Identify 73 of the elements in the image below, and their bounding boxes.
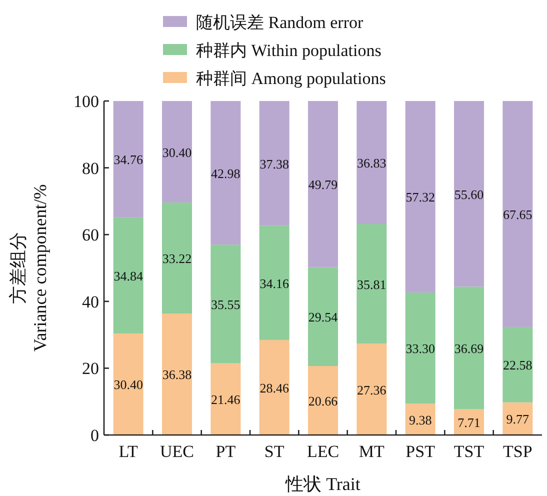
bar [502,101,533,327]
data-label: 33.30 [406,341,435,356]
y-tick-label: 60 [82,226,99,245]
bar [502,402,533,435]
bar [210,363,241,435]
bar [162,202,192,314]
data-label: 21.46 [211,392,241,408]
bar [162,101,192,203]
data-label: 34.16 [260,276,290,291]
data-label: 35.55 [211,296,240,312]
y-tick-label: 0 [90,426,99,445]
data-label: 37.38 [260,156,289,172]
x-tick-label: MT [358,442,386,461]
data-label: 27.36 [357,382,387,398]
data-label: 28.46 [260,380,290,396]
bar [454,286,484,410]
data-label: 29.54 [308,310,338,325]
y-tick-label: 40 [82,292,99,312]
legend-label: 种群内 Within populations [196,41,382,60]
bar [502,326,533,402]
data-label: 57.32 [406,190,435,205]
bar [405,101,436,292]
x-tick-label: ST [264,442,285,461]
bar [113,101,144,218]
data-label: 33.22 [162,251,192,266]
y-tick-label: 100 [74,92,99,111]
bar [308,101,338,268]
x-tick-label: PT [216,442,236,461]
data-label: 9.77 [506,412,530,427]
x-tick-label: LEC [306,442,340,461]
data-label: 67.65 [503,206,532,222]
data-label: 34.84 [114,268,144,284]
bar [356,344,387,435]
x-tick-label: LT [118,442,139,461]
data-label: 36.38 [162,367,192,382]
bar [210,244,241,364]
bar [454,409,484,435]
bar [259,226,290,340]
bar [210,101,241,245]
x-axis-title: 性状 Trait [284,474,360,494]
data-label: 30.40 [114,377,143,392]
x-tick-label: TST [454,442,485,461]
data-label: 42.98 [211,166,240,181]
bar [259,101,290,226]
bar [113,333,144,435]
legend-label: 种群间 Among populations [196,69,386,88]
x-tick-label: UEC [160,442,194,461]
data-label: 22.58 [503,358,532,373]
data-label: 30.40 [162,144,192,160]
x-tick-label: TSP [503,442,532,461]
data-label: 36.69 [454,340,484,356]
data-label: 49.79 [308,177,338,192]
data-label: 20.66 [308,394,338,408]
bar [259,340,290,435]
bar [405,292,436,404]
bar [308,267,338,366]
bar [356,224,387,344]
bar [356,101,387,224]
y-tick-label: 80 [82,158,99,178]
bar [454,101,484,287]
data-label: 55.60 [454,186,484,202]
bar [162,313,192,435]
y-tick-label: 20 [82,359,99,378]
bar [308,366,338,435]
bar [113,217,144,334]
data-label: 36.83 [357,156,386,171]
data-label: 9.38 [408,412,432,428]
legend-label: 随机误差 Random error [196,13,364,32]
data-label: 7.71 [458,415,480,430]
data-label: 35.81 [357,276,386,292]
data-label: 34.76 [114,152,144,168]
y-axis-title: 方差组分 Variance component/% [8,184,50,352]
x-tick-label: PST [406,442,436,461]
